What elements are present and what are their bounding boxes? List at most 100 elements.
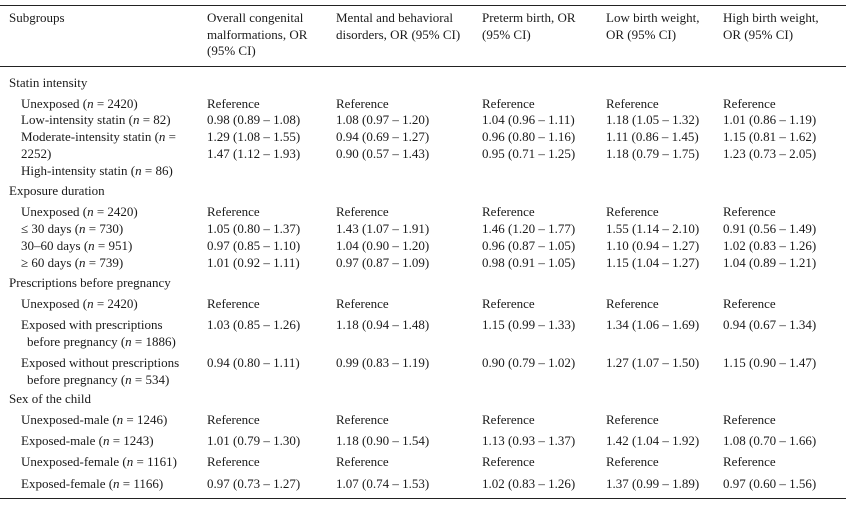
- header-subgroups: Subgroups: [9, 10, 65, 25]
- value-ed-60-col1: 1.01 (0.92 – 1.11): [207, 255, 300, 270]
- value-ed-30-col5: 0.91 (0.56 – 1.49): [723, 221, 817, 236]
- value-pb-with-col5: 0.94 (0.67 – 1.34): [723, 317, 817, 332]
- value-pb-with-col2: 1.18 (0.94 – 1.48): [336, 317, 430, 332]
- value-sx-uf-col1: Reference: [207, 454, 260, 469]
- value-si-low-col3: 1.04 (0.96 – 1.11): [482, 112, 575, 127]
- value-pb-unexposed-col1: Reference: [207, 296, 260, 311]
- value-si-unexposed-col2: Reference: [336, 96, 389, 111]
- row-label-ed-unexposed: Unexposed (n = 2420): [21, 204, 138, 219]
- value-si-high-col5: 1.23 (0.73 – 2.05): [723, 146, 817, 161]
- value-sx-um-col3: Reference: [482, 412, 535, 427]
- value-sx-ef-col4: 1.37 (0.99 – 1.89): [606, 476, 700, 491]
- value-sx-ef-col2: 1.07 (0.74 – 1.53): [336, 476, 430, 491]
- value-pb-without-col1: 0.94 (0.80 – 1.11): [207, 355, 300, 370]
- value-sx-um-col4: Reference: [606, 412, 659, 427]
- value-pb-unexposed-col2: Reference: [336, 296, 389, 311]
- value-ed-unexposed-col1: Reference: [207, 204, 260, 219]
- value-sx-ef-col3: 1.02 (0.83 – 1.26): [482, 476, 576, 491]
- row-label-sx-um: Unexposed-male (n = 1246): [21, 412, 168, 427]
- row-label-pb-with-cont: before pregnancy (n = 1886): [27, 334, 176, 349]
- value-ed-30-col1: 1.05 (0.80 – 1.37): [207, 221, 301, 236]
- row-label-si-low: Low-intensity statin (n = 82): [21, 112, 171, 127]
- row-label-sx-ef: Exposed-female (n = 1166): [21, 476, 164, 491]
- value-si-moderate-col3: 0.96 (0.80 – 1.16): [482, 129, 576, 144]
- row-label-pb-unexposed: Unexposed (n = 2420): [21, 296, 138, 311]
- value-ed-unexposed-col5: Reference: [723, 204, 776, 219]
- section-statin-intensity: Statin intensity: [9, 75, 88, 90]
- value-pb-unexposed-col4: Reference: [606, 296, 659, 311]
- row-label-pb-without-cont: before pregnancy (n = 534): [27, 372, 170, 387]
- value-ed-unexposed-col2: Reference: [336, 204, 389, 219]
- section-sex: Sex of the child: [9, 391, 91, 406]
- row-label-sx-uf: Unexposed-female (n = 1161): [21, 454, 177, 469]
- value-sx-em-col4: 1.42 (1.04 – 1.92): [606, 433, 700, 448]
- value-sx-em-col5: 1.08 (0.70 – 1.66): [723, 433, 817, 448]
- value-pb-unexposed-col3: Reference: [482, 296, 535, 311]
- value-ed-30-60-col5: 1.02 (0.83 – 1.26): [723, 238, 817, 253]
- value-sx-ef-col5: 0.97 (0.60 – 1.56): [723, 476, 817, 491]
- value-ed-30-col2: 1.43 (1.07 – 1.91): [336, 221, 430, 236]
- value-si-high-col4: 1.18 (0.79 – 1.75): [606, 146, 700, 161]
- value-si-moderate-col1: 1.29 (1.08 – 1.55): [207, 129, 301, 144]
- value-pb-unexposed-col5: Reference: [723, 296, 776, 311]
- section-exposure-duration: Exposure duration: [9, 183, 105, 198]
- value-sx-uf-col2: Reference: [336, 454, 389, 469]
- top-rule: [0, 5, 846, 6]
- value-si-low-col5: 1.01 (0.86 – 1.19): [723, 112, 817, 127]
- value-ed-30-col4: 1.55 (1.14 – 2.10): [606, 221, 700, 236]
- section-prescriptions: Prescriptions before pregnancy: [9, 275, 171, 290]
- header-col3: Preterm birth, OR (95% CI): [482, 10, 576, 42]
- value-sx-um-col2: Reference: [336, 412, 389, 427]
- value-sx-em-col2: 1.18 (0.90 – 1.54): [336, 433, 430, 448]
- row-label-si-moderate: Moderate-intensity statin (n =: [21, 129, 177, 144]
- value-pb-without-col3: 0.90 (0.79 – 1.02): [482, 355, 576, 370]
- value-pb-without-col5: 1.15 (0.90 – 1.47): [723, 355, 817, 370]
- value-ed-30-60-col3: 0.96 (0.87 – 1.05): [482, 238, 576, 253]
- value-si-low-col2: 1.08 (0.97 – 1.20): [336, 112, 430, 127]
- value-ed-unexposed-col4: Reference: [606, 204, 659, 219]
- value-pb-without-col4: 1.27 (1.07 – 1.50): [606, 355, 700, 370]
- value-ed-60-col5: 1.04 (0.89 – 1.21): [723, 255, 817, 270]
- value-sx-ef-col1: 0.97 (0.73 – 1.27): [207, 476, 301, 491]
- value-sx-uf-col3: Reference: [482, 454, 535, 469]
- value-sx-um-col5: Reference: [723, 412, 776, 427]
- value-si-moderate-col4: 1.11 (0.86 – 1.45): [606, 129, 699, 144]
- value-si-low-col4: 1.18 (1.05 – 1.32): [606, 112, 700, 127]
- header-rule: [0, 66, 846, 67]
- header-col1: Overall congenital malformations, OR (95…: [207, 10, 308, 58]
- value-si-high-col1: 1.47 (1.12 – 1.93): [207, 146, 301, 161]
- value-ed-unexposed-col3: Reference: [482, 204, 535, 219]
- row-label-sx-em: Exposed-male (n = 1243): [21, 433, 154, 448]
- value-sx-um-col1: Reference: [207, 412, 260, 427]
- row-label-pb-without: Exposed without prescriptions: [21, 355, 180, 370]
- value-sx-em-col1: 1.01 (0.79 – 1.30): [207, 433, 301, 448]
- header-col2: Mental and behavioral disorders, OR (95%…: [336, 10, 461, 42]
- value-ed-60-col4: 1.15 (1.04 – 1.27): [606, 255, 700, 270]
- row-label-si-high: High-intensity statin (n = 86): [21, 163, 173, 178]
- value-sx-uf-col4: Reference: [606, 454, 659, 469]
- row-label-pb-with: Exposed with prescriptions: [21, 317, 163, 332]
- bottom-rule: [0, 498, 846, 499]
- header-col4: Low birth weight, OR (95% CI): [606, 10, 700, 42]
- header-col5: High birth weight, OR (95% CI): [723, 10, 819, 42]
- value-ed-30-60-col1: 0.97 (0.85 – 1.10): [207, 238, 301, 253]
- value-si-high-col2: 0.90 (0.57 – 1.43): [336, 146, 430, 161]
- value-si-moderate-col5: 1.15 (0.81 – 1.62): [723, 129, 817, 144]
- value-si-low-col1: 0.98 (0.89 – 1.08): [207, 112, 301, 127]
- value-pb-with-col4: 1.34 (1.06 – 1.69): [606, 317, 700, 332]
- row-label-ed-30: ≤ 30 days (n = 730): [21, 221, 124, 236]
- value-pb-with-col1: 1.03 (0.85 – 1.26): [207, 317, 301, 332]
- row-label-ed-60: ≥ 60 days (n = 739): [21, 255, 124, 270]
- row-label-si-unexposed: Unexposed (n = 2420): [21, 96, 138, 111]
- value-ed-60-col3: 0.98 (0.91 – 1.05): [482, 255, 576, 270]
- value-pb-without-col2: 0.99 (0.83 – 1.19): [336, 355, 430, 370]
- value-ed-30-60-col2: 1.04 (0.90 – 1.20): [336, 238, 430, 253]
- value-ed-30-col3: 1.46 (1.20 – 1.77): [482, 221, 576, 236]
- value-si-high-col3: 0.95 (0.71 – 1.25): [482, 146, 576, 161]
- value-si-moderate-col2: 0.94 (0.69 – 1.27): [336, 129, 430, 144]
- value-si-unexposed-col5: Reference: [723, 96, 776, 111]
- value-pb-with-col3: 1.15 (0.99 – 1.33): [482, 317, 576, 332]
- row-label-ed-30-60: 30–60 days (n = 951): [21, 238, 133, 253]
- value-si-unexposed-col4: Reference: [606, 96, 659, 111]
